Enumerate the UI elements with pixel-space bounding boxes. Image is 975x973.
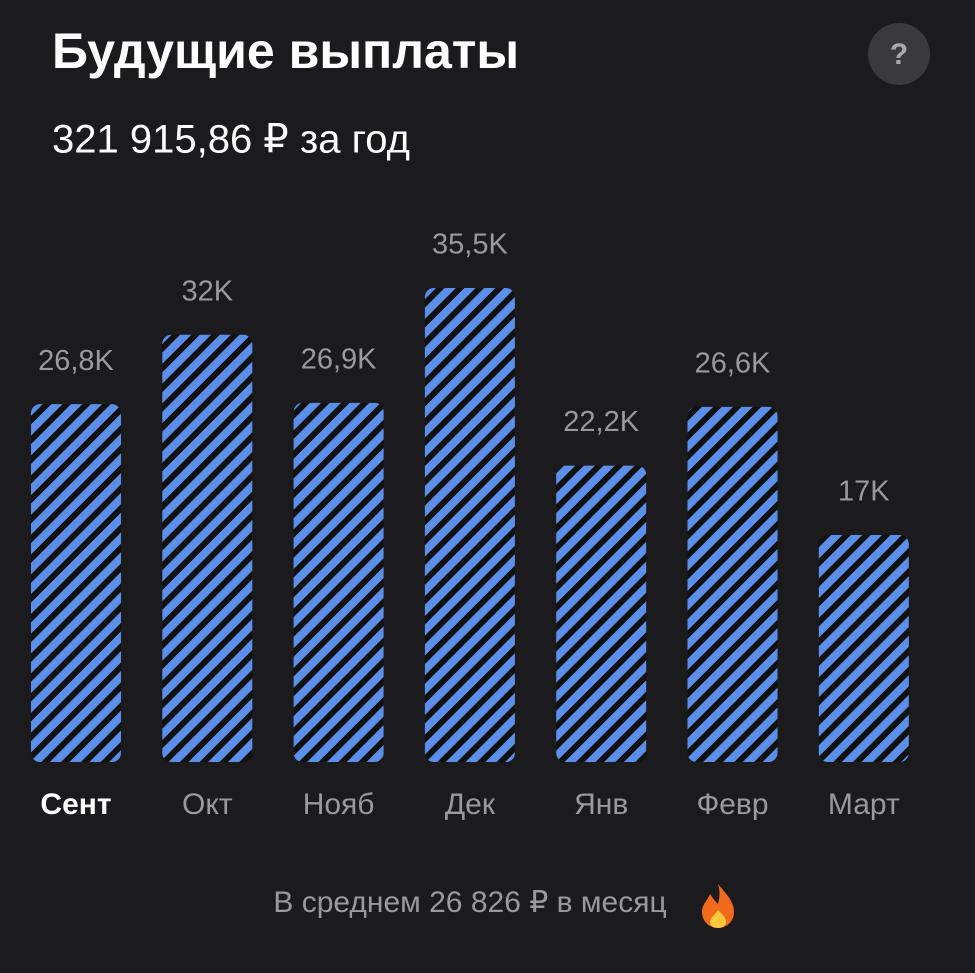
category-label[interactable]: Март	[828, 788, 900, 821]
value-label: 32K	[181, 275, 233, 307]
value-label: 26,9K	[301, 343, 377, 375]
bar	[687, 406, 778, 762]
value-label: 26,6K	[695, 347, 771, 379]
bar	[162, 334, 253, 762]
value-label: 26,8K	[38, 345, 114, 377]
value-label: 35,5K	[432, 229, 508, 261]
help-button[interactable]	[868, 23, 930, 85]
fire-icon	[702, 884, 734, 928]
bar	[818, 535, 909, 762]
value-label: 17K	[838, 476, 890, 508]
category-label[interactable]: Нояб	[303, 788, 375, 821]
category-label[interactable]: Февр	[696, 788, 768, 821]
bar	[31, 404, 121, 762]
bar	[293, 402, 384, 762]
category-label[interactable]: Янв	[574, 788, 628, 821]
value-label: 22,2K	[563, 406, 639, 438]
category-label[interactable]: Сент	[40, 788, 111, 821]
title: Будущие выплаты	[52, 23, 519, 79]
bar	[556, 465, 647, 762]
help-label[interactable]: ?	[890, 38, 908, 71]
subtitle: 321 915,86 ₽ за год	[52, 118, 410, 162]
category-label[interactable]: Дек	[445, 788, 496, 821]
category-label[interactable]: Окт	[182, 788, 233, 821]
bar	[424, 288, 515, 762]
footer: В среднем 26 826 ₽ в месяц	[273, 886, 666, 919]
